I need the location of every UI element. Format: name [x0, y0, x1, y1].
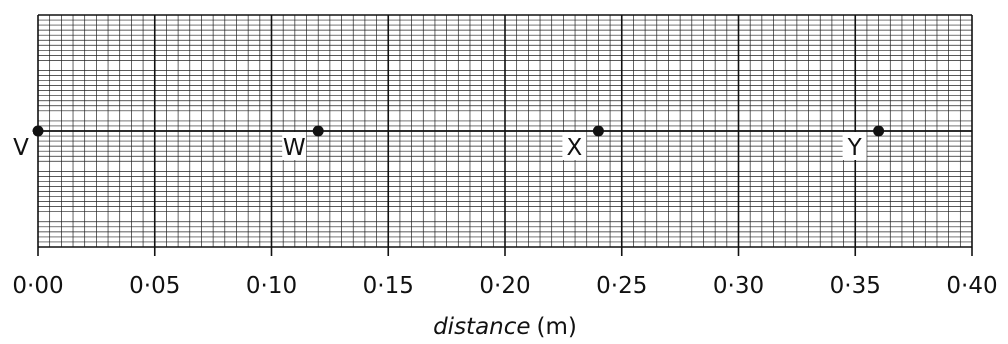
x-tick-label: 0·40 [946, 273, 997, 299]
point-x: X [562, 125, 604, 161]
point-label-background [9, 132, 33, 160]
point-label-background [562, 132, 587, 160]
x-tick-label: 0·30 [713, 273, 764, 299]
data-points: V W X Y [9, 125, 885, 161]
point-v: V [9, 125, 44, 161]
point-marker [32, 125, 44, 137]
grid-lines [37, 14, 973, 248]
x-tick-label: 0·25 [596, 273, 647, 299]
point-marker [873, 125, 885, 137]
point-label-background [282, 132, 307, 160]
x-tick-label: 0·20 [479, 273, 530, 299]
x-axis-label: distance (m) [433, 314, 577, 340]
point-y: Y [842, 125, 885, 161]
point-label-background [842, 132, 867, 160]
x-axis-label-unit: (m) [537, 314, 577, 340]
x-tick-label: 0·05 [129, 273, 180, 299]
point-label: W [283, 135, 306, 161]
x-tick-label: 0·35 [830, 273, 881, 299]
point-label: Y [847, 135, 863, 161]
point-label: X [567, 135, 583, 161]
x-tick-label: 0·10 [246, 273, 297, 299]
x-tick-label: 0·00 [12, 273, 63, 299]
x-tick-label: 0·15 [363, 273, 414, 299]
point-marker [592, 125, 604, 137]
point-w: W [282, 125, 324, 161]
x-axis-tick-labels: 0·00 0·05 0·10 0·15 0·20 0·25 0·30 0·35 0·40 [12, 273, 997, 299]
point-label: V [13, 135, 29, 161]
point-marker [312, 125, 324, 137]
x-axis-ticks [37, 247, 973, 256]
x-axis-label-quantity: distance [433, 314, 530, 340]
